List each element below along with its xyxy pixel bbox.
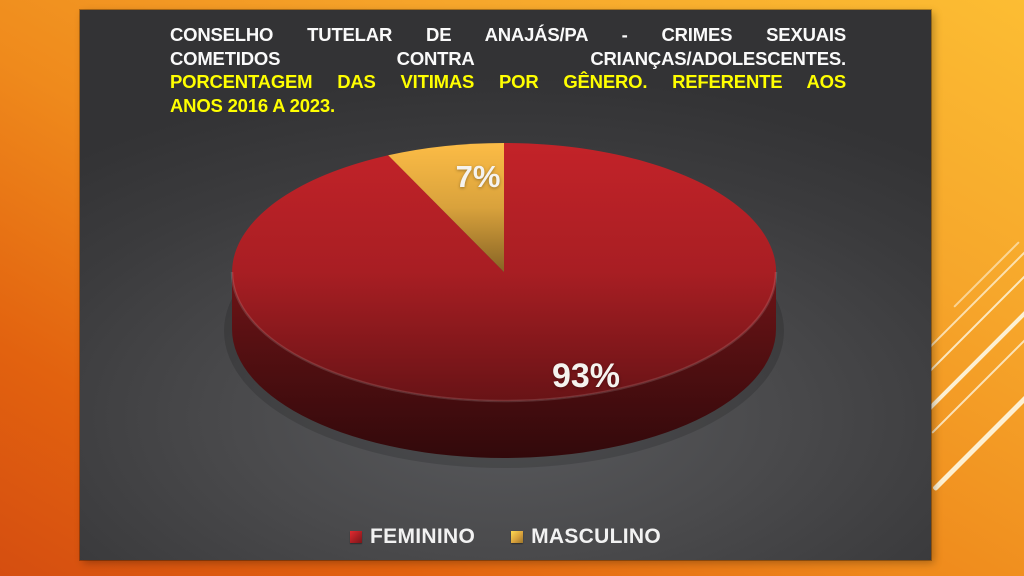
legend-item-masculino: MASCULINO: [511, 525, 661, 549]
chart-legend: FEMININO MASCULINO: [80, 525, 931, 549]
title-line-2: COMETIDOS CONTRA CRIANÇAS/ADOLESCENTES.: [170, 47, 846, 69]
legend-swatch-feminino: [350, 531, 363, 543]
legend-swatch-masculino: [511, 531, 524, 543]
diagonal-line: [928, 250, 1024, 358]
title-line-4: ANOS 2016 A 2023.: [170, 94, 335, 116]
legend-label-feminino: FEMININO: [370, 525, 476, 548]
pie-chart-svg: [224, 142, 784, 468]
legend-item-feminino: FEMININO: [350, 525, 475, 549]
title-line-1: CONSELHO TUTELAR DE ANAJÁS/PA - CRIMES S…: [170, 24, 846, 45]
title-line-3: PORCENTAGEM DAS VITIMAS POR GÊNERO. REFE…: [170, 71, 846, 92]
diagonal-line: [953, 241, 1020, 308]
data-label-feminino: 93%: [551, 357, 621, 395]
slide-title-block: CONSELHO TUTELAR DE ANAJÁS/PA - CRIMES S…: [170, 23, 846, 117]
slide: CONSELHO TUTELAR DE ANAJÁS/PA - CRIMES S…: [80, 10, 931, 560]
legend-label-masculino: MASCULINO: [531, 525, 661, 548]
diagonal-line: [931, 327, 1024, 434]
diagonal-lines-decoration: [928, 0, 1024, 576]
pie-chart-3d: 7% 93%: [80, 10, 931, 560]
diagonal-line: [932, 388, 1024, 492]
data-label-masculino: 7%: [455, 159, 501, 194]
